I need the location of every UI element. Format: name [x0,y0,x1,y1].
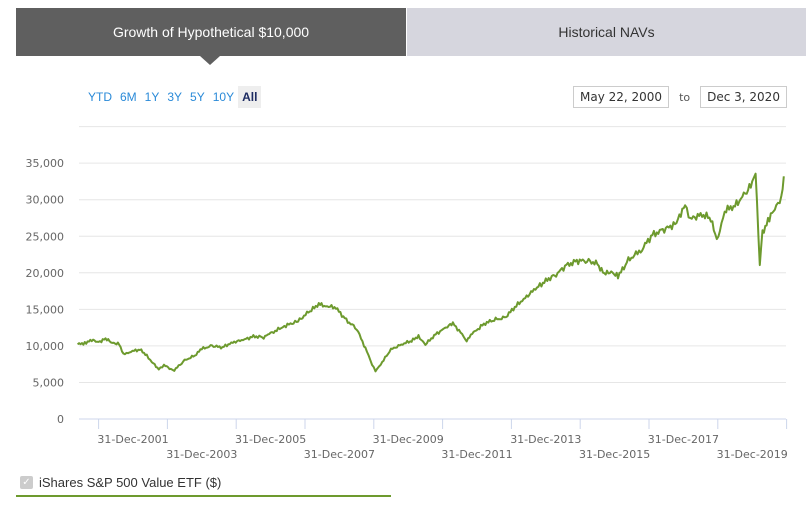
y-tick-label: 25,000 [26,230,65,243]
end-date-input[interactable]: Dec 3, 2020 [700,86,787,108]
tab-historical-navs[interactable]: Historical NAVs [406,8,806,56]
range-selector: YTD 6M 1Y 3Y 5Y 10Y All [84,86,262,108]
x-axis-labels: 31-Dec-2001 31-Dec-2003 31-Dec-2005 31-Dec-… [97,419,788,461]
series-line [76,172,785,373]
checkbox-checked-icon[interactable]: ✓ [20,476,33,489]
x-tick-label: 31-Dec-2017 [648,433,719,446]
y-tick-label: 15,000 [26,303,65,316]
tab-bar: Growth of Hypothetical $10,000 Historica… [16,8,806,65]
legend-label: iShares S&P 500 Value ETF ($) [39,475,222,490]
x-tick-label: 31-Dec-2005 [235,433,306,446]
range-1y-button[interactable]: 1Y [144,90,160,104]
y-axis-labels: 0 5,000 10,000 15,000 20,000 25,000 30,000 35,0… [26,157,65,426]
active-tab-indicator-icon [200,56,220,65]
range-6m-button[interactable]: 6M [120,90,137,104]
x-tick-label: 31-Dec-2015 [579,448,650,461]
x-tick-label: 31-Dec-2007 [304,448,375,461]
range-10y-button[interactable]: 10Y [212,90,235,104]
range-ytd-button[interactable]: YTD [88,90,112,104]
y-tick-label: 35,000 [26,157,65,170]
chart-gridlines [79,126,786,383]
x-tick-label: 31-Dec-2001 [97,433,168,446]
y-tick-label: 5,000 [33,376,65,389]
tab-label: Historical NAVs [558,24,655,40]
growth-chart: 0 5,000 10,000 15,000 20,000 25,000 30,000 35,0… [26,126,788,461]
x-tick-label: 31-Dec-2003 [166,448,237,461]
y-tick-label: 20,000 [26,267,65,280]
y-tick-label: 10,000 [26,340,65,353]
range-3y-button[interactable]: 3Y [167,90,183,104]
date-to-label: to [679,90,691,104]
x-tick-label: 31-Dec-2019 [717,448,788,461]
y-tick-label: 30,000 [26,194,65,207]
range-all-button[interactable]: All [238,86,262,108]
date-range-picker: May 22, 2000 to Dec 3, 2020 [573,86,787,108]
x-tick-label: 31-Dec-2011 [441,448,512,461]
y-tick-label: 0 [57,413,64,426]
legend-underline [16,495,391,497]
start-date-input[interactable]: May 22, 2000 [573,86,670,108]
tab-label: Growth of Hypothetical $10,000 [112,24,310,40]
x-tick-label: 31-Dec-2013 [510,433,581,446]
legend-item[interactable]: ✓ iShares S&P 500 Value ETF ($) [20,475,221,490]
x-tick-label: 31-Dec-2009 [373,433,444,446]
range-5y-button[interactable]: 5Y [190,90,205,104]
tab-growth-of-hypothetical[interactable]: Growth of Hypothetical $10,000 [16,8,406,65]
